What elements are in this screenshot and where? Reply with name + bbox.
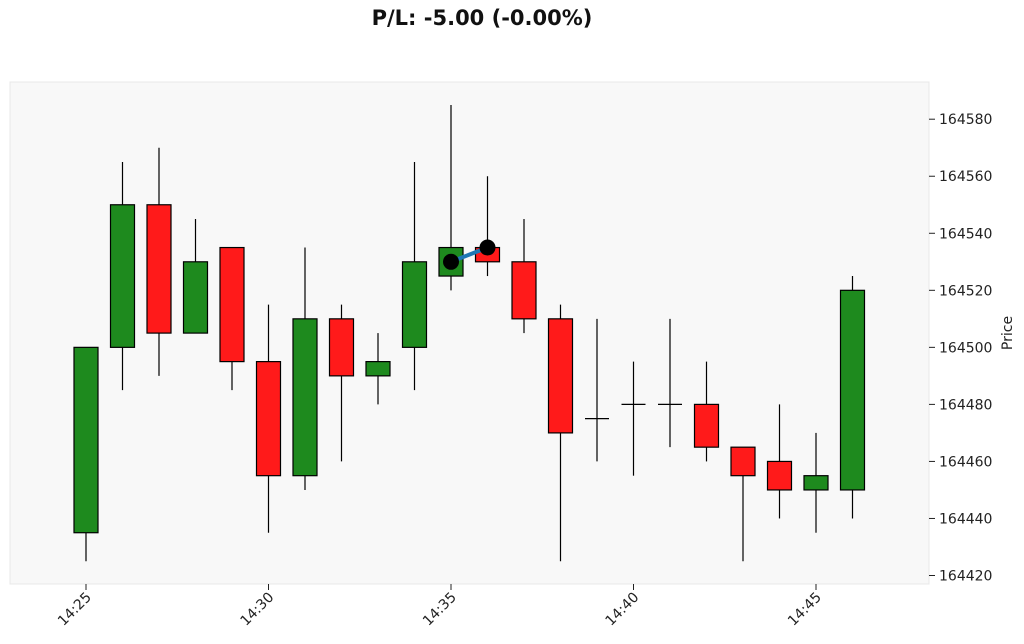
candle xyxy=(803,432,829,533)
candle xyxy=(182,219,209,334)
candle xyxy=(401,161,428,391)
candle-body xyxy=(146,204,172,334)
x-tick-label: 14:25 xyxy=(55,590,95,630)
candle-body xyxy=(839,289,866,491)
candle-body xyxy=(547,318,574,434)
chart-title: P/L: -5.00 (-0.00%) xyxy=(371,6,593,30)
candle xyxy=(328,304,355,462)
x-tick-label: 14:45 xyxy=(785,590,825,630)
y-tick-label: 164440 xyxy=(939,511,992,527)
candle xyxy=(730,446,756,562)
x-tick-label: 14:40 xyxy=(602,590,642,630)
candle xyxy=(658,318,682,448)
y-tick-label: 164480 xyxy=(939,397,992,413)
x-tick-label: 14:30 xyxy=(237,590,277,630)
candle xyxy=(219,246,245,391)
candle xyxy=(365,333,391,405)
candle-body xyxy=(365,361,391,377)
candle-body xyxy=(182,261,209,334)
y-tick-label: 164460 xyxy=(939,454,992,470)
candle-body xyxy=(730,446,756,477)
y-tick-label: 164520 xyxy=(939,283,992,299)
candle-body xyxy=(292,318,318,477)
y-tick-label: 164540 xyxy=(939,226,992,242)
candle-body xyxy=(109,204,136,348)
y-tick-label: 164420 xyxy=(939,569,992,585)
trade-exit-marker xyxy=(479,239,496,256)
candle xyxy=(585,318,609,462)
candle-body xyxy=(803,475,829,491)
candle xyxy=(511,219,537,334)
candle xyxy=(109,161,136,391)
y-axis: 164420 164440 164460 164480 164500 164520 1645… xyxy=(929,112,992,585)
candles-layer xyxy=(73,104,866,562)
trade-entry-marker xyxy=(443,253,459,270)
candle xyxy=(146,147,172,376)
x-axis: 14:25 14:30 14:35 14:40 14:45 xyxy=(55,584,825,629)
candle-body xyxy=(328,318,355,377)
candle-body xyxy=(511,261,537,320)
y-tick-label: 164580 xyxy=(939,112,992,128)
y-axis-label: Price xyxy=(1000,316,1016,350)
candle-body xyxy=(693,403,720,448)
candle xyxy=(547,304,574,562)
candle-body xyxy=(766,460,793,491)
x-tick-label: 14:35 xyxy=(420,590,460,630)
candle-body xyxy=(219,246,245,363)
candle-body xyxy=(255,361,282,477)
candle xyxy=(292,247,318,490)
candle xyxy=(839,276,866,519)
candle xyxy=(621,361,646,476)
y-tick-label: 164560 xyxy=(939,169,992,185)
candle-body xyxy=(73,346,99,534)
candle-body xyxy=(401,261,428,348)
trade-layer xyxy=(443,239,496,270)
y-tick-label: 164500 xyxy=(939,340,992,356)
candle xyxy=(693,361,720,462)
candle xyxy=(255,304,282,533)
candle xyxy=(766,404,793,519)
candle xyxy=(73,346,99,562)
